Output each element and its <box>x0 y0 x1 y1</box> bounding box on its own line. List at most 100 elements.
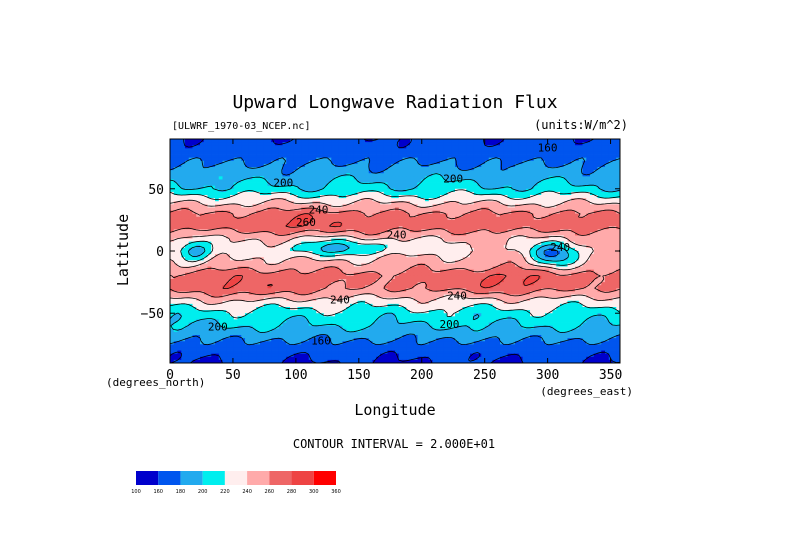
heatmap-cell <box>492 223 497 227</box>
heatmap-cell <box>522 185 527 190</box>
heatmap-cell <box>237 229 242 233</box>
heatmap-cell <box>248 254 253 258</box>
heatmap-cell <box>485 145 490 149</box>
heatmap-cell <box>522 235 527 239</box>
heatmap-cell <box>488 173 493 177</box>
heatmap-cell <box>511 238 516 243</box>
heatmap-cell <box>406 226 411 230</box>
heatmap-cell <box>451 167 456 171</box>
heatmap-cell <box>451 185 456 190</box>
heatmap-cell <box>605 157 610 162</box>
heatmap-cell <box>346 167 351 171</box>
heatmap-cell <box>548 232 553 236</box>
heatmap-cell <box>537 204 542 208</box>
heatmap-cell <box>380 223 385 227</box>
heatmap-cell <box>605 229 610 233</box>
heatmap-cell <box>391 247 396 252</box>
heatmap-cell <box>305 176 310 180</box>
heatmap-cell <box>616 213 621 218</box>
heatmap-cell <box>597 151 602 155</box>
heatmap-cell <box>421 226 426 230</box>
heatmap-cell <box>200 263 205 267</box>
heatmap-cell <box>413 179 418 183</box>
heatmap-cell <box>391 173 396 177</box>
heatmap-cell <box>488 182 493 187</box>
heatmap-cell <box>451 213 456 218</box>
heatmap-cell <box>293 226 298 230</box>
heatmap-cell <box>200 238 205 243</box>
heatmap-cell <box>241 229 246 233</box>
heatmap-cell <box>541 251 546 255</box>
heatmap-cell <box>233 188 238 193</box>
heatmap-cell <box>616 204 621 208</box>
heatmap-cell <box>278 201 283 205</box>
heatmap-cell <box>612 260 617 264</box>
heatmap-cell <box>320 176 325 180</box>
heatmap-cell <box>582 213 587 218</box>
heatmap-cell <box>608 213 613 218</box>
heatmap-cell <box>316 247 321 252</box>
heatmap-cell <box>616 232 621 236</box>
heatmap-cell <box>597 210 602 215</box>
heatmap-cell <box>515 173 520 177</box>
heatmap-cell <box>372 244 377 249</box>
heatmap-cell <box>560 185 565 190</box>
heatmap-cell <box>537 176 542 180</box>
heatmap-cell <box>575 173 580 177</box>
heatmap-cell <box>406 142 411 146</box>
heatmap-cell <box>327 207 332 211</box>
heatmap-cell <box>267 241 272 246</box>
heatmap-cell <box>380 235 385 239</box>
heatmap-cell <box>260 154 265 159</box>
heatmap-cell <box>462 170 467 174</box>
heatmap-cell <box>305 173 310 177</box>
heatmap-cell <box>511 198 516 202</box>
heatmap-cell <box>451 204 456 208</box>
heatmap-cell <box>353 195 358 199</box>
heatmap-cell <box>365 170 370 174</box>
heatmap-cell <box>222 151 227 155</box>
heatmap-cell <box>511 226 516 230</box>
heatmap-cell <box>376 229 381 233</box>
heatmap-cell <box>432 139 437 143</box>
heatmap-cell <box>181 182 186 187</box>
heatmap-cell <box>406 154 411 159</box>
heatmap-cell <box>177 204 182 208</box>
heatmap-cell <box>353 219 358 224</box>
heatmap-cell <box>387 235 392 239</box>
heatmap-cell <box>567 176 572 180</box>
heatmap-cell <box>376 226 381 230</box>
heatmap-cell <box>361 154 366 159</box>
heatmap-cell <box>515 229 520 233</box>
heatmap-cell <box>271 216 276 221</box>
heatmap-cell <box>323 145 328 149</box>
heatmap-cell <box>586 157 591 162</box>
heatmap-cell <box>518 201 523 205</box>
heatmap-cell <box>575 139 580 143</box>
heatmap-cell <box>245 148 250 152</box>
heatmap-cell <box>320 216 325 221</box>
heatmap-cell <box>196 185 201 190</box>
heatmap-cell <box>218 216 223 221</box>
heatmap-cell <box>200 216 205 221</box>
heatmap-cell <box>616 151 621 155</box>
heatmap-cell <box>357 160 362 165</box>
heatmap-cell <box>353 257 358 261</box>
heatmap-cell <box>413 207 418 211</box>
heatmap-cell <box>173 216 178 221</box>
heatmap-cell <box>537 201 542 205</box>
heatmap-cell <box>383 266 388 271</box>
heatmap-cell <box>177 229 182 233</box>
heatmap-cell <box>376 244 381 249</box>
heatmap-cell <box>507 251 512 255</box>
heatmap-cell <box>383 244 388 249</box>
heatmap-cell <box>316 204 321 208</box>
heatmap-cell <box>458 191 463 196</box>
heatmap-cell <box>503 173 508 177</box>
heatmap-cell <box>563 210 568 215</box>
heatmap-cell <box>271 257 276 261</box>
heatmap-cell <box>455 179 460 183</box>
heatmap-cell <box>368 251 373 255</box>
heatmap-cell <box>612 179 617 183</box>
heatmap-cell <box>605 170 610 174</box>
